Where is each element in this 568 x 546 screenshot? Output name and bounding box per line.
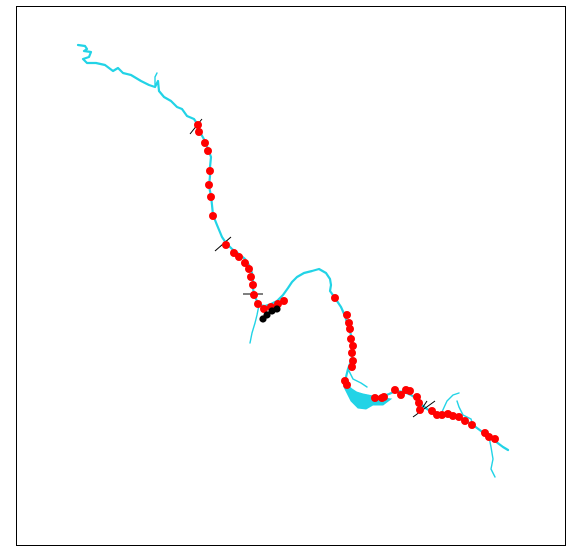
sampling-site — [468, 421, 476, 429]
sampling-site — [343, 381, 351, 389]
sampling-site — [205, 181, 213, 189]
sampling-site — [346, 325, 354, 333]
sampling-site — [391, 386, 399, 394]
sampling-site — [260, 305, 268, 313]
river-segment — [440, 392, 460, 415]
river-segment — [76, 43, 261, 307]
sampling-sites — [194, 121, 499, 443]
sampling-site — [455, 413, 463, 421]
sampling-site — [461, 417, 469, 425]
sampling-site — [235, 253, 243, 261]
sampling-site — [371, 394, 379, 402]
river-segment — [347, 368, 368, 388]
river-segment — [249, 304, 260, 344]
sampling-site — [416, 406, 424, 414]
sampling-site — [206, 167, 214, 175]
sampling-site — [209, 212, 217, 220]
sampling-site — [241, 259, 249, 267]
sampling-site — [397, 391, 405, 399]
river-map — [76, 43, 510, 478]
sampling-site — [204, 147, 212, 155]
sampling-site — [245, 265, 253, 273]
sampling-site — [347, 335, 355, 343]
sampling-site — [349, 357, 357, 365]
sampling-site — [449, 412, 457, 420]
sampling-site — [222, 241, 230, 249]
sampling-site — [380, 393, 388, 401]
sampling-site — [195, 128, 203, 136]
sampling-site — [250, 291, 258, 299]
reach-dividers — [189, 118, 436, 418]
sampling-site — [491, 435, 499, 443]
sampling-site — [254, 300, 262, 308]
sampling-site — [201, 139, 209, 147]
sampling-site — [194, 121, 202, 129]
sampling-site — [348, 349, 356, 357]
sampling-site — [438, 411, 446, 419]
sampling-site — [406, 387, 414, 395]
sampling-site — [247, 273, 255, 281]
sampling-site — [345, 319, 353, 327]
sampling-site — [331, 294, 339, 302]
sampling-site — [280, 297, 288, 305]
lake-area — [342, 385, 393, 410]
river-segment — [154, 72, 158, 88]
reach-divider — [412, 400, 436, 418]
sampling-site — [349, 342, 357, 350]
sampling-site — [343, 311, 351, 319]
sampling-site — [249, 281, 257, 289]
sampling-site — [207, 193, 215, 201]
sampling-site — [348, 363, 356, 371]
river-segment — [488, 436, 496, 478]
special-site — [273, 305, 281, 313]
river-segment — [456, 400, 474, 426]
sampling-site — [415, 399, 423, 407]
special-site — [263, 311, 271, 319]
map-frame — [16, 6, 566, 546]
